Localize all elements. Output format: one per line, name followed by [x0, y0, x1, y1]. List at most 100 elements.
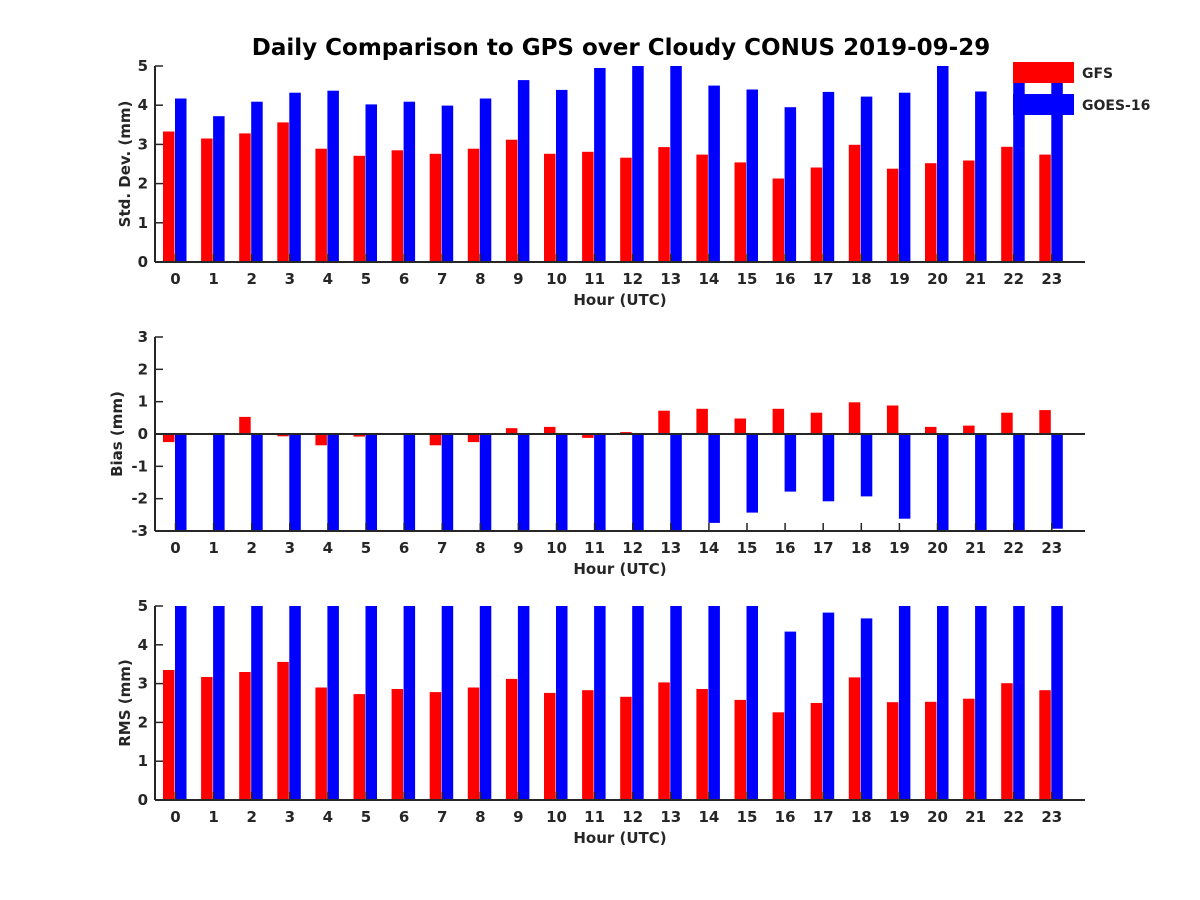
x-tick-label: 6 — [399, 808, 409, 826]
bar-goes-16-hour-16 — [784, 107, 797, 262]
bar-gfs-hour-1 — [201, 677, 213, 800]
y-tick-label: 0 — [138, 791, 148, 809]
x-tick-label: 5 — [361, 539, 371, 557]
bar-gfs-hour-3 — [277, 434, 289, 437]
bar-goes-16-hour-8 — [479, 98, 492, 262]
bar-gfs-hour-22 — [1001, 683, 1013, 800]
bar-gfs-hour-1 — [201, 138, 213, 262]
bar-gfs-hour-14 — [696, 154, 708, 262]
bar-goes-16-hour-0 — [175, 434, 187, 531]
bar-gfs-hour-4 — [315, 148, 327, 262]
bar-gfs-hour-20 — [925, 426, 937, 434]
x-tick-label: 6 — [399, 539, 409, 557]
bar-goes-16-hour-20 — [937, 606, 949, 800]
bar-gfs-hour-22 — [1001, 146, 1013, 262]
bar-goes-16-hour-7 — [441, 105, 454, 262]
x-tick-label: 18 — [851, 808, 872, 826]
y-tick-label: 0 — [138, 425, 148, 443]
bar-gfs-hour-10 — [544, 426, 556, 434]
bar-gfs-hour-8 — [467, 687, 480, 800]
bar-gfs-hour-7 — [429, 153, 442, 262]
x-tick-label: 2 — [246, 808, 256, 826]
bar-goes-16-hour-20 — [937, 66, 949, 262]
bar-goes-16-hour-5 — [365, 434, 377, 531]
y-axis-label: RMS (mm) — [116, 659, 134, 746]
bar-goes-16-hour-9 — [517, 434, 530, 531]
bar-goes-16-hour-10 — [556, 606, 568, 800]
x-tick-label: 7 — [437, 539, 447, 557]
bar-goes-16-hour-4 — [327, 90, 339, 262]
bar-gfs-hour-3 — [277, 122, 289, 263]
x-tick-label: 8 — [475, 270, 485, 288]
x-tick-label: 9 — [513, 270, 523, 288]
bar-goes-16-hour-7 — [441, 434, 454, 531]
bar-gfs-hour-15 — [734, 699, 746, 800]
x-tick-label: 19 — [889, 270, 910, 288]
x-tick-label: 12 — [622, 270, 643, 288]
x-tick-label: 17 — [813, 270, 834, 288]
legend: GFS GOES-16 — [1013, 62, 1150, 115]
x-tick-label: 16 — [775, 270, 796, 288]
y-tick-label: -1 — [131, 457, 148, 475]
bar-gfs-hour-11 — [582, 151, 594, 262]
x-tick-label: 0 — [170, 808, 180, 826]
bar-goes-16-hour-19 — [898, 606, 911, 800]
y-tick-label: 4 — [138, 96, 148, 114]
y-tick-label: 3 — [138, 135, 148, 153]
bar-goes-16-hour-2 — [251, 101, 263, 262]
x-tick-label: 5 — [361, 808, 371, 826]
bar-gfs-hour-13 — [658, 147, 670, 262]
x-tick-label: 1 — [208, 270, 218, 288]
y-tick-label: 2 — [138, 713, 148, 731]
bar-gfs-hour-19 — [886, 702, 899, 800]
x-tick-label: 11 — [584, 539, 605, 557]
x-tick-label: 11 — [584, 270, 605, 288]
bar-goes-16-hour-8 — [479, 434, 492, 531]
bar-goes-16-hour-21 — [975, 434, 987, 531]
bar-gfs-hour-3 — [277, 661, 289, 800]
x-tick-label: 20 — [927, 808, 948, 826]
bar-goes-16-hour-18 — [860, 618, 873, 800]
y-tick-label: 3 — [138, 675, 148, 693]
bar-gfs-hour-23 — [1039, 410, 1051, 434]
bar-gfs-hour-0 — [163, 670, 175, 800]
bar-goes-16-hour-23 — [1051, 606, 1063, 800]
bar-gfs-hour-7 — [429, 434, 442, 446]
bar-gfs-hour-23 — [1039, 154, 1051, 262]
bar-goes-16-hour-23 — [1051, 75, 1063, 262]
bar-goes-16-hour-22 — [1013, 434, 1025, 531]
x-tick-label: 3 — [285, 808, 295, 826]
bar-goes-16-hour-12 — [632, 606, 644, 800]
x-tick-label: 16 — [775, 539, 796, 557]
x-tick-label: 15 — [737, 539, 758, 557]
bar-goes-16-hour-13 — [670, 606, 682, 800]
x-tick-label: 1 — [208, 539, 218, 557]
x-tick-label: 22 — [1003, 808, 1024, 826]
chart-title: Daily Comparison to GPS over Cloudy CONU… — [252, 35, 990, 61]
x-tick-label: 21 — [965, 270, 986, 288]
bar-goes-16-hour-12 — [632, 434, 644, 531]
x-tick-label: 9 — [513, 808, 523, 826]
x-tick-label: 4 — [323, 539, 333, 557]
bar-gfs-hour-16 — [772, 712, 785, 800]
bar-goes-16-hour-16 — [784, 434, 797, 492]
y-tick-label: 1 — [138, 393, 148, 411]
bar-gfs-hour-11 — [582, 690, 594, 800]
bar-goes-16-hour-6 — [403, 434, 416, 531]
bar-gfs-hour-16 — [772, 408, 785, 434]
x-tick-label: 7 — [437, 270, 447, 288]
bar-goes-16-hour-17 — [822, 612, 835, 800]
bar-gfs-hour-0 — [163, 434, 175, 443]
x-tick-label: 15 — [737, 808, 758, 826]
bar-gfs-hour-5 — [353, 155, 365, 262]
x-tick-label: 16 — [775, 808, 796, 826]
bar-gfs-hour-6 — [391, 689, 404, 800]
x-tick-label: 0 — [170, 539, 180, 557]
bar-goes-16-hour-8 — [479, 606, 492, 800]
bar-goes-16-hour-13 — [670, 66, 682, 262]
bar-gfs-hour-21 — [963, 698, 975, 800]
x-tick-label: 21 — [965, 808, 986, 826]
bar-gfs-hour-17 — [810, 703, 823, 800]
